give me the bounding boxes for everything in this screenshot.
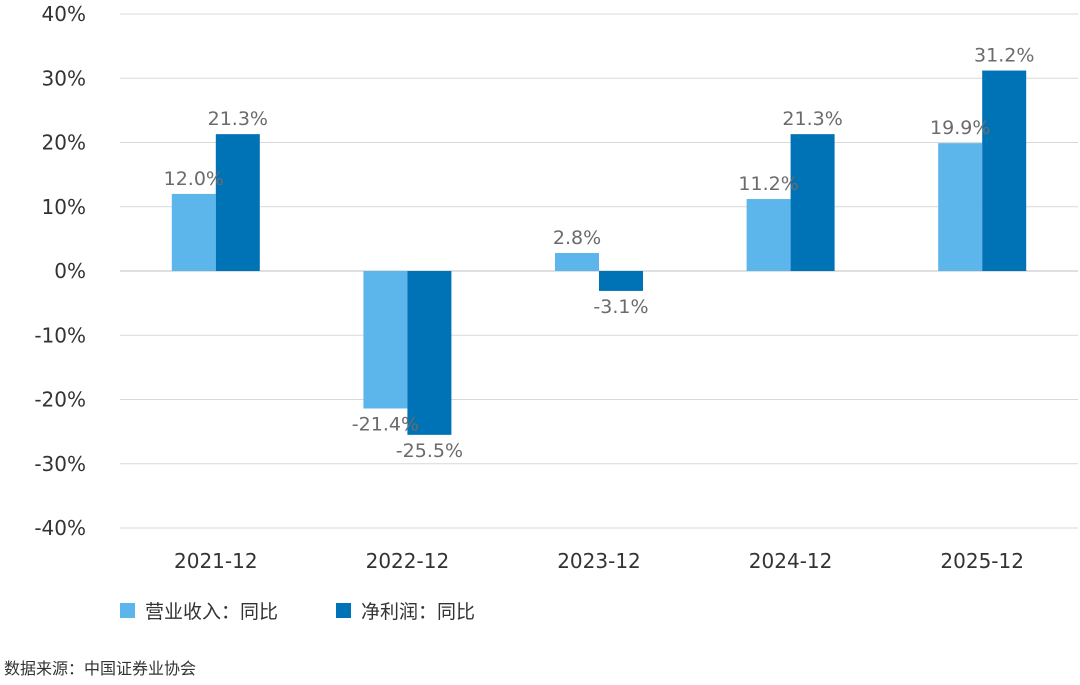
y-tick-label: 0% [54, 259, 86, 283]
y-tick-label: 10% [42, 195, 86, 219]
legend-item-net-profit: 净利润：同比 [336, 597, 475, 624]
legend-item-revenue: 营业收入：同比 [120, 597, 278, 624]
legend-swatch-net-profit [336, 603, 352, 618]
bar-revenue [171, 193, 216, 271]
data-label: 11.2% [738, 173, 798, 195]
bar-revenue [938, 143, 983, 271]
bar-net-profit [982, 70, 1027, 271]
legend: 营业收入：同比 净利润：同比 [120, 597, 533, 624]
bar-net-profit [407, 271, 452, 435]
x-axis-ticks: 2021-12 2022-12 2023-12 2024-12 2025-12 [174, 549, 1024, 573]
bar-chart: 40% 30% 20% 10% 0% -10% -20% -30% -40% 12.0% 21.3… [34, 2, 1078, 573]
data-label: 12.0% [164, 168, 224, 190]
bar-revenue [746, 199, 791, 271]
legend-label-revenue: 营业收入：同比 [145, 601, 279, 623]
bars [171, 70, 1027, 435]
data-label: 2.8% [553, 227, 601, 249]
bar-revenue [555, 253, 599, 271]
y-tick-label: -10% [34, 323, 86, 347]
data-labels: 12.0% 21.3% -21.4% -25.5% 2.8% -3.1% 11.2% 21.3… [164, 45, 1035, 462]
data-label: 19.9% [930, 117, 990, 139]
bar-net-profit [215, 134, 260, 271]
x-tick-label: 2021-12 [174, 549, 258, 573]
bar-revenue [363, 271, 408, 409]
source-note: 数据来源：中国证券业协会 [4, 659, 197, 678]
data-label: 21.3% [782, 108, 842, 130]
x-tick-label: 2024-12 [749, 549, 833, 573]
data-label: 31.2% [974, 45, 1034, 67]
y-tick-label: -30% [34, 452, 86, 476]
bar-net-profit [790, 134, 835, 271]
legend-label-net-profit: 净利润：同比 [361, 601, 476, 623]
y-tick-label: 30% [42, 66, 86, 90]
legend-swatch-revenue [120, 603, 135, 618]
y-tick-label: -20% [34, 388, 86, 412]
y-tick-label: 20% [42, 131, 86, 155]
x-tick-label: 2025-12 [940, 549, 1024, 573]
bar-net-profit [599, 271, 643, 291]
data-label: -3.1% [593, 296, 648, 318]
x-tick-label: 2022-12 [366, 549, 450, 573]
data-label: -21.4% [352, 413, 419, 435]
y-axis-ticks: 40% 30% 20% 10% 0% -10% -20% -30% -40% [34, 2, 86, 540]
y-tick-label: 40% [42, 2, 86, 26]
x-tick-label: 2023-12 [557, 549, 641, 573]
y-tick-label: -40% [34, 516, 86, 540]
data-label: -25.5% [396, 440, 463, 462]
data-label: 21.3% [208, 108, 268, 130]
